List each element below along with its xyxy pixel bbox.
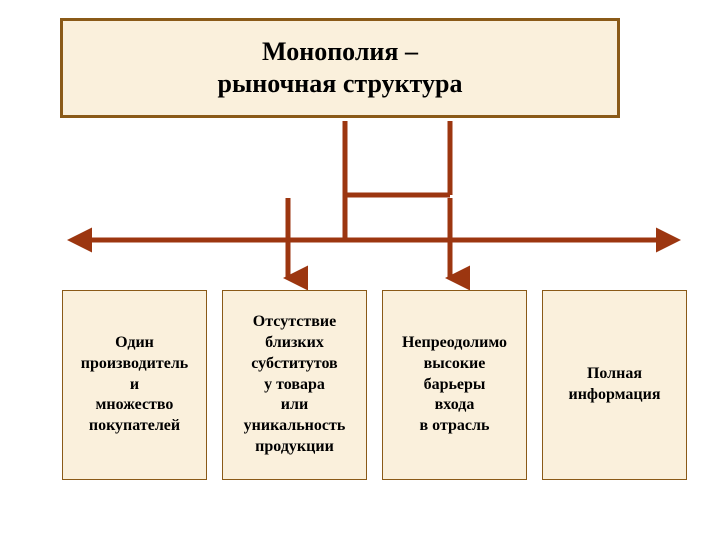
child-text-4: Полнаяинформация xyxy=(568,364,660,406)
child-text-1: Одинпроизводительимножествопокупателей xyxy=(81,333,189,437)
title-line1: Монополия – xyxy=(262,36,418,69)
title-line2: рыночная структура xyxy=(218,68,463,101)
child-box-4: Полнаяинформация xyxy=(542,290,687,480)
child-text-3: Непреодолимовысокиебарьерывходав отрасль xyxy=(402,333,507,437)
child-box-1: Одинпроизводительимножествопокупателей xyxy=(62,290,207,480)
child-text-2: Отсутствиеблизкихсубститутову товараилиу… xyxy=(244,312,346,458)
title-box: Монополия – рыночная структура xyxy=(60,18,620,118)
child-box-2: Отсутствиеблизкихсубститутову товараилиу… xyxy=(222,290,367,480)
child-box-3: Непреодолимовысокиебарьерывходав отрасль xyxy=(382,290,527,480)
slide: Монополия – рыночная структура Одинпроиз… xyxy=(0,0,720,540)
